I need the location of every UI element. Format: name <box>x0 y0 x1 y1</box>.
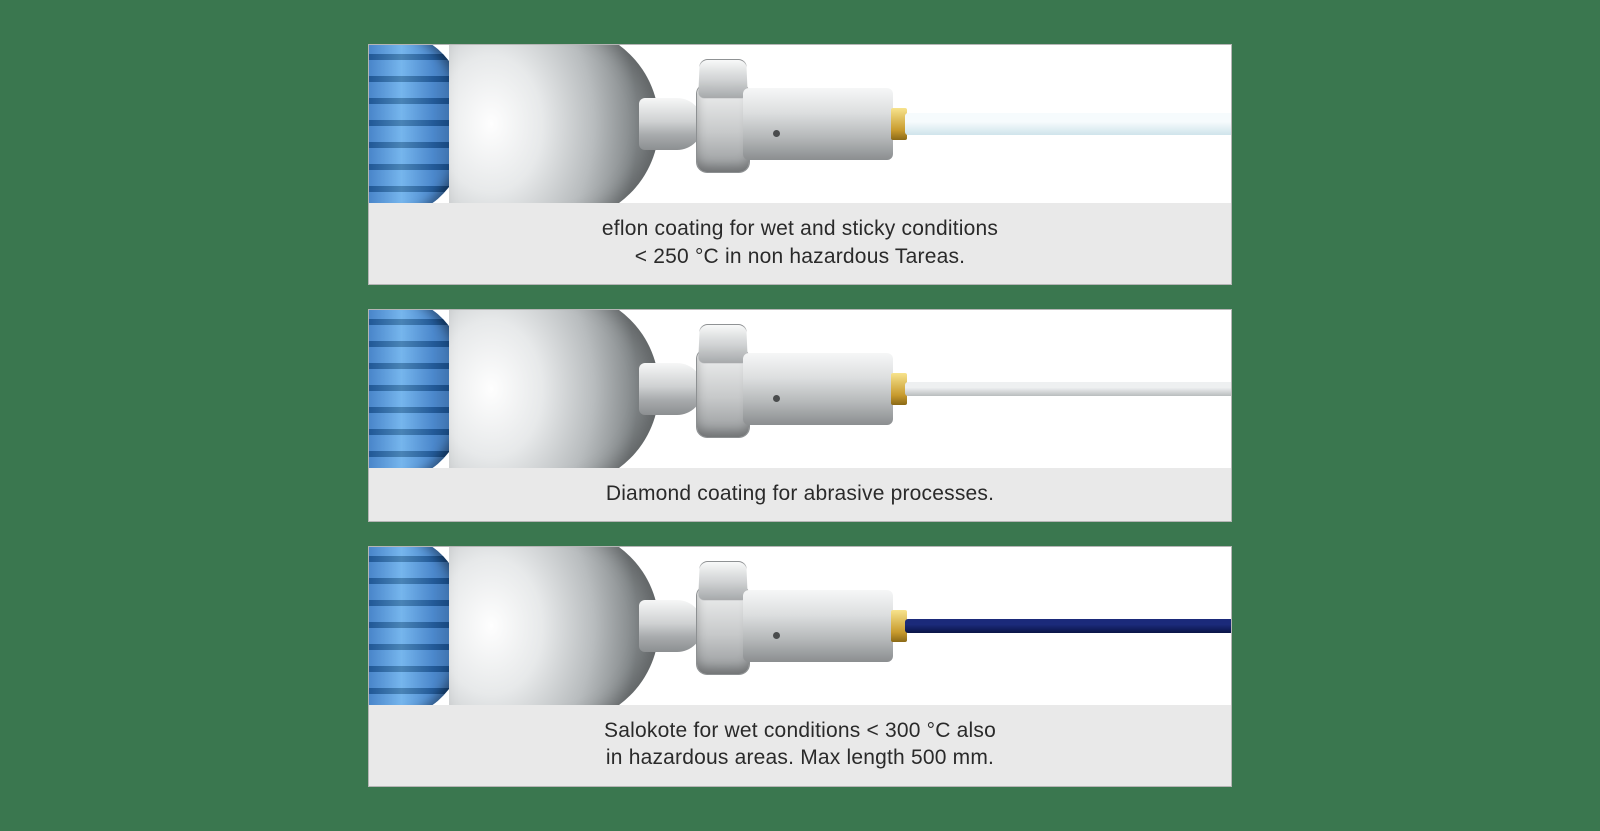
coating-card: Diamond coating for abrasive processes. <box>368 309 1232 522</box>
sensor-illustration <box>369 45 1231 203</box>
sensor-illustration <box>369 547 1231 705</box>
caption-line: < 250 °C in non hazardous Tareas. <box>635 245 965 268</box>
coating-card: eflon coating for wet and sticky conditi… <box>368 44 1232 285</box>
coating-card: Salokote for wet conditions < 300 °C als… <box>368 546 1232 787</box>
caption-line: in hazardous areas. Max length 500 mm. <box>606 746 994 769</box>
coating-caption: Salokote for wet conditions < 300 °C als… <box>369 705 1231 786</box>
sensor-illustration <box>369 310 1231 468</box>
caption-line: eflon coating for wet and sticky conditi… <box>602 217 998 240</box>
sensor-housing <box>449 45 659 203</box>
sensor-probe <box>905 382 1231 396</box>
caption-line: Salokote for wet conditions < 300 °C als… <box>604 719 996 742</box>
sensor-barrel <box>743 88 893 160</box>
coating-caption: eflon coating for wet and sticky conditi… <box>369 203 1231 284</box>
sensor-housing <box>449 310 659 468</box>
coating-caption: Diamond coating for abrasive processes. <box>369 468 1231 521</box>
sensor-barrel <box>743 590 893 662</box>
sensor-probe <box>905 619 1231 633</box>
sensor-probe <box>905 113 1231 135</box>
sensor-housing <box>449 547 659 705</box>
caption-line: Diamond coating for abrasive processes. <box>606 482 994 505</box>
sensor-barrel <box>743 353 893 425</box>
